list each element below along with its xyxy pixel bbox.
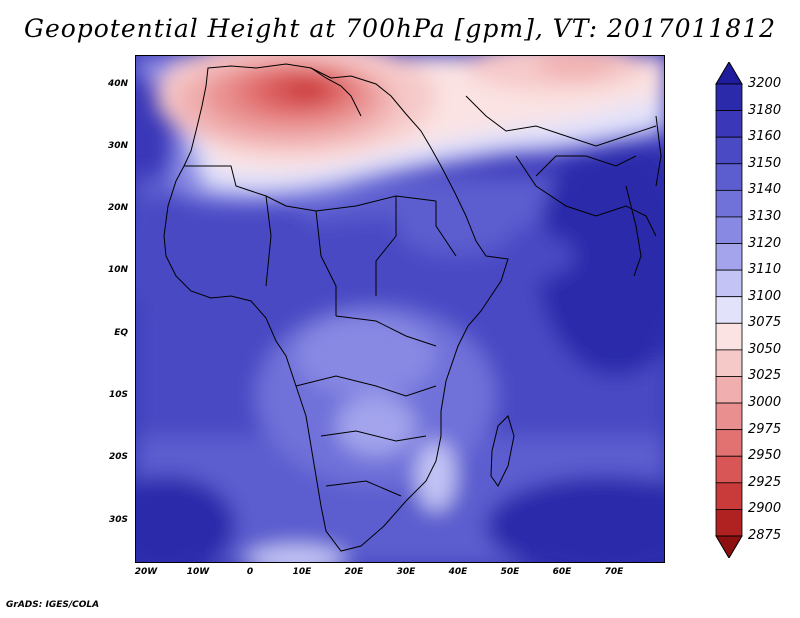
- colorbar-level-label: 3050: [748, 341, 782, 357]
- lat-label-eq: EQ: [114, 328, 128, 338]
- lon-label-60e: 60E: [552, 567, 572, 577]
- colorbar-swatch: [715, 243, 743, 271]
- colorbar-swatch: [715, 376, 743, 404]
- colorbar-max-arrow: [715, 62, 743, 85]
- lon-label-20w: 20W: [134, 567, 158, 577]
- colorbar-level-label: 2925: [748, 474, 782, 490]
- lat-label-40n: 40N: [107, 79, 128, 89]
- colorbar-min-arrow: [715, 535, 743, 558]
- lon-label-30e: 30E: [396, 567, 416, 577]
- colorbar-swatch: [715, 269, 743, 298]
- colorbar-level-label: 2975: [748, 421, 782, 437]
- credit-footer: GrADS: IGES/COLA: [6, 600, 100, 610]
- lon-label-70e: 70E: [604, 567, 624, 577]
- colorbar-swatch: [715, 296, 743, 324]
- lat-label-20s: 20S: [108, 452, 128, 462]
- lon-label-10e: 10E: [292, 567, 312, 577]
- geopotential-field: [136, 56, 664, 562]
- colorbar-level-label: 3200: [748, 76, 782, 91]
- lat-label-30s: 30S: [108, 515, 128, 525]
- lon-label-40e: 40E: [448, 567, 468, 577]
- colorbar-level-label: 2875: [748, 528, 782, 543]
- lat-label-10n: 10N: [107, 265, 128, 275]
- colorbar-level-label: 3140: [748, 182, 782, 198]
- coastline-outline: [163, 63, 662, 552]
- lon-label-0: 0: [246, 567, 254, 577]
- colorbar-swatch: [715, 136, 743, 165]
- colorbar-swatch: [715, 163, 743, 191]
- lat-label-30n: 30N: [107, 141, 128, 151]
- colorbar-swatch: [715, 402, 743, 431]
- colorbar-level-label: 3180: [748, 102, 782, 118]
- colorbar-level-label: 3120: [748, 235, 782, 251]
- colorbar-swatch: [715, 349, 743, 377]
- lon-label-20e: 20E: [344, 567, 364, 577]
- lon-label-10w: 10W: [186, 567, 210, 577]
- colorbar-level-label: 3150: [748, 155, 782, 171]
- colorbar-swatch: [715, 83, 743, 111]
- colorbar-level-label: 2950: [748, 448, 782, 464]
- colorbar-level-label: 3025: [748, 368, 782, 384]
- colorbar-level-label: 3130: [748, 208, 782, 224]
- colorbar-swatch: [715, 482, 743, 510]
- colorbar-level-label: 2900: [748, 501, 782, 517]
- colorbar-swatch: [715, 429, 743, 457]
- map-title: Geopotential Height at 700hPa [gpm], VT:…: [23, 14, 777, 43]
- colorbar-level-label: 3160: [748, 129, 782, 145]
- colorbar-level-label: 3100: [748, 288, 782, 304]
- colorbar-swatch: [715, 509, 743, 537]
- colorbar-swatch: [715, 455, 743, 484]
- colorbar-swatches: [715, 62, 743, 558]
- colorbar-level-label: 3110: [748, 262, 782, 278]
- lat-label-10s: 10S: [108, 390, 128, 400]
- colorbar: [714, 62, 744, 558]
- colorbar-swatch: [715, 110, 743, 138]
- colorbar-swatch: [715, 189, 743, 218]
- colorbar-swatch: [715, 322, 743, 351]
- colorbar-swatch: [715, 216, 743, 244]
- map-panel: [135, 55, 665, 563]
- colorbar-level-label: 3075: [748, 315, 782, 331]
- lon-label-50e: 50E: [500, 567, 520, 577]
- lat-label-20n: 20N: [107, 203, 128, 213]
- colorbar-level-label: 3000: [748, 395, 782, 411]
